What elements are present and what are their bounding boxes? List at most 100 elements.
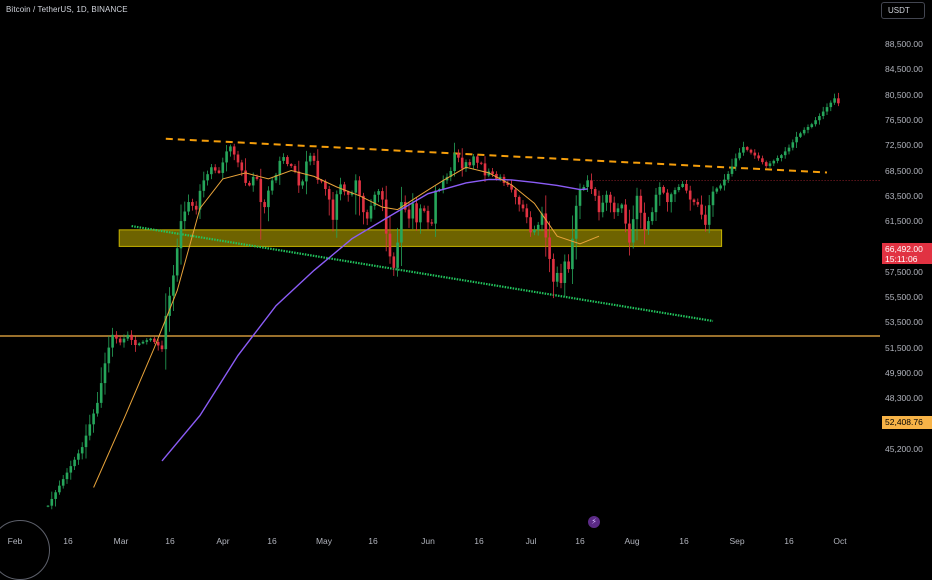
candle-body <box>460 157 464 169</box>
candle-body <box>236 154 240 163</box>
time-axis-tick: 16 <box>474 536 484 546</box>
candle-body <box>103 363 107 384</box>
candle-body <box>692 199 696 203</box>
candle-body <box>54 492 57 499</box>
candle-body <box>711 191 715 206</box>
candle-body <box>479 162 483 164</box>
candle-body <box>274 174 278 181</box>
candle-body <box>525 208 529 218</box>
candle-body <box>806 127 810 130</box>
candle-body <box>362 195 365 213</box>
candle-body <box>415 203 418 223</box>
time-axis-tick: Apr <box>216 536 230 546</box>
candle-body <box>282 157 285 161</box>
candle-body <box>658 186 662 195</box>
candle-body <box>381 191 384 200</box>
candle-body <box>217 170 221 173</box>
candle-body <box>620 204 624 209</box>
candle-body <box>624 204 627 224</box>
candle-body <box>335 194 339 220</box>
candle-body <box>669 194 673 203</box>
candle-body <box>122 338 126 343</box>
candle-body <box>194 205 198 210</box>
candle-body <box>187 202 190 212</box>
candle-body <box>559 272 563 283</box>
price-axis-tick: 55,500.00 <box>885 292 923 302</box>
candle-body <box>153 338 156 343</box>
candle-body <box>137 343 141 346</box>
candle-body <box>734 158 738 167</box>
candle-body <box>183 211 187 222</box>
candle-body <box>111 334 114 348</box>
candle-body <box>65 472 69 480</box>
candle-body <box>685 183 688 191</box>
bolt-icon[interactable]: ⚡ <box>588 516 600 528</box>
candle-body <box>293 165 297 172</box>
symbol-title: Bitcoin / TetherUS, 1D, BINANCE <box>6 5 128 14</box>
candle-body <box>80 447 84 454</box>
candle-body <box>787 147 791 152</box>
candle-body <box>297 171 301 186</box>
candle-body <box>639 195 643 213</box>
candle-body <box>221 162 225 173</box>
candle-body <box>259 178 263 203</box>
candle-body <box>426 210 430 223</box>
candle-body <box>517 197 521 205</box>
candle-body <box>392 256 396 268</box>
candle-body <box>704 214 707 225</box>
candle-body <box>635 195 639 220</box>
candle-body <box>567 261 570 270</box>
candle-body <box>403 202 407 210</box>
candle-body <box>552 258 555 282</box>
time-axis-tick: May <box>315 536 333 546</box>
candle-body <box>472 156 475 166</box>
candle-body <box>346 191 350 195</box>
candle-body <box>753 152 757 156</box>
candle-body <box>441 180 445 190</box>
candle-body <box>476 156 479 163</box>
candle-body <box>107 347 111 364</box>
candle-body <box>422 208 426 211</box>
candle-body <box>780 155 783 158</box>
time-axis-tick: Jun <box>421 536 435 546</box>
candle-body <box>783 151 787 156</box>
current-price-value: 66,492.00 <box>885 244 923 254</box>
candle-body <box>156 342 160 346</box>
candle-body <box>791 142 795 148</box>
candle-body <box>650 212 654 222</box>
candle-body <box>244 170 247 183</box>
candle-body <box>202 180 206 191</box>
ma-slow-line <box>161 178 588 462</box>
candle-body <box>172 275 175 296</box>
candle-body <box>206 174 209 181</box>
candle-body <box>365 212 369 219</box>
candle-body <box>536 224 540 230</box>
bar-countdown: 15:11:06 <box>885 254 918 264</box>
candle-body <box>453 153 456 171</box>
price-axis-tick: 63,500.00 <box>885 190 923 201</box>
currency-selector[interactable]: USDT <box>881 2 925 19</box>
candle-body <box>305 161 308 182</box>
price-axis-tick: 51,500.00 <box>885 342 923 353</box>
candle-body <box>829 102 833 108</box>
candle-body <box>707 205 711 225</box>
price-chart-canvas[interactable] <box>0 0 932 550</box>
time-axis-tick: Oct <box>833 536 847 546</box>
candle-body <box>141 341 145 344</box>
candle-body <box>449 170 453 177</box>
candle-body <box>92 413 95 425</box>
moving-average-layer <box>93 166 600 488</box>
price-axis-tick: 80,500.00 <box>885 89 923 100</box>
candle-body <box>795 136 798 143</box>
time-axis-tick: 16 <box>267 536 277 546</box>
candle-body <box>164 315 168 350</box>
candle-body <box>605 194 608 203</box>
candle-body <box>130 334 133 340</box>
candle-body <box>555 272 559 282</box>
time-axis-tick: 16 <box>784 536 794 546</box>
candle-body <box>267 190 270 208</box>
candle-body <box>430 222 434 224</box>
time-axis-tick: Jul <box>525 536 537 546</box>
candle-body <box>529 217 532 233</box>
price-axis-tick: 88,500.00 <box>885 39 923 49</box>
